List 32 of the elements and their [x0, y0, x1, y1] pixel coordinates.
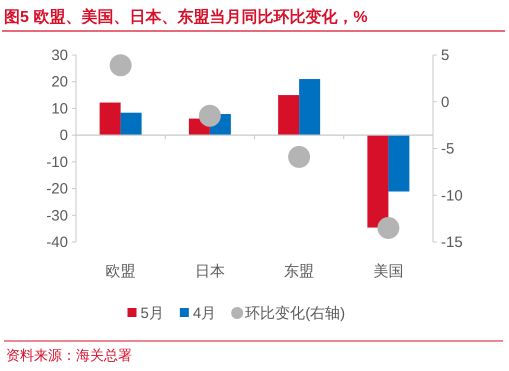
x-tick-label: 美国	[373, 263, 404, 280]
point	[377, 216, 400, 239]
y-tick-label: 0	[60, 127, 68, 144]
x-tick-label: 东盟	[284, 263, 314, 280]
y2-tick-label: -5	[441, 140, 454, 158]
bar	[120, 112, 142, 136]
y-tick-label: -30	[46, 207, 68, 224]
bar	[278, 95, 300, 136]
y-tick-label: -40	[46, 234, 68, 251]
y-tick-label: -20	[46, 180, 68, 198]
text: 资料来源：海关总署	[6, 347, 132, 363]
y-tick-label: 10	[51, 100, 68, 118]
y-tick-label: 20	[51, 74, 68, 91]
y2-tick-label: 5	[441, 47, 450, 64]
point	[198, 104, 221, 127]
x-tick-label: 欧盟	[106, 263, 136, 280]
bar	[388, 135, 410, 192]
bar	[100, 102, 121, 136]
y2-tick-label: -15	[441, 234, 463, 251]
point	[288, 146, 310, 168]
chart-title: 图5 欧盟、美国、日本、东盟当月同比环比变化，%	[4, 7, 368, 26]
legend-label: 环比变化(右轴)	[245, 305, 346, 322]
bar	[367, 135, 388, 228]
x-tick-label: 日本	[194, 263, 225, 280]
y2-tick-label: -10	[441, 187, 463, 204]
point	[110, 54, 132, 76]
legend-label: 5月	[140, 305, 164, 322]
legend-label: 4月	[192, 305, 216, 322]
y-tick-label: 30	[51, 47, 68, 64]
y-tick-label: -10	[46, 154, 68, 171]
bar	[299, 79, 320, 136]
y2-tick-label: 0	[441, 94, 450, 111]
